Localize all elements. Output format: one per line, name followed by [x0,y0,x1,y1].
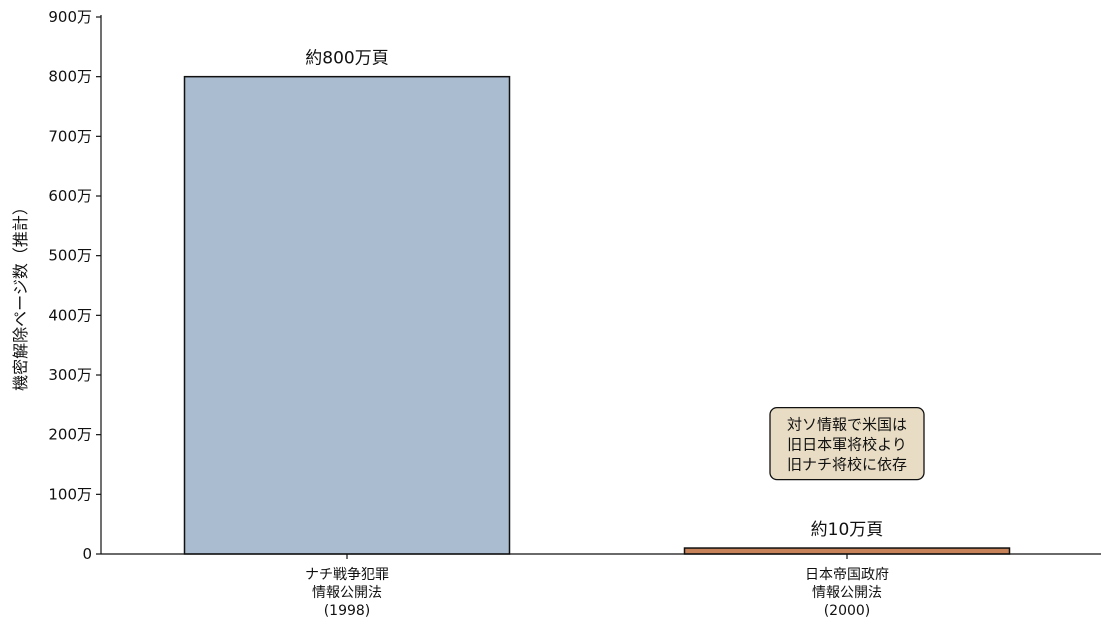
annotation-text: 対ソ情報で米国は [787,416,907,434]
x-tick-label: (2000) [824,603,871,619]
annotation-box [769,406,925,481]
data-label: 約10万頁 [811,520,884,540]
y-axis: 0 100万 200万 300万 400万 500万 600万 700万 800万 900万 [48,8,102,563]
bars [183,75,1011,555]
bar [683,547,1011,555]
x-tick-label: 情報公開法 [312,585,382,601]
y-tick-label: 100万 [48,485,92,503]
data-label: 約800万頁 [305,49,388,69]
x-tick-label: (1998) [324,603,371,619]
y-tick-label: 200万 [48,426,92,444]
annotation-text: 旧日本軍将校より [787,436,907,454]
y-tick-label: 400万 [48,306,92,324]
x-tick-label: ナチ戦争犯罪 [305,567,389,583]
y-tick-label: 0 [82,545,92,563]
y-axis-title: 機密解除ページ数（推計） [11,199,30,391]
x-tick-label: 日本帝国政府 [805,567,889,583]
x-tick-label: 情報公開法 [812,585,882,601]
bar [183,75,511,555]
y-tick-label: 900万 [48,8,92,26]
y-tick-label: 700万 [48,127,92,145]
annotation-text: 旧ナチ将校に依存 [787,456,907,474]
y-tick-label: 300万 [48,366,92,384]
y-tick-label: 500万 [48,247,92,265]
y-tick-label: 600万 [48,187,92,205]
y-tick-label: 800万 [48,68,92,86]
